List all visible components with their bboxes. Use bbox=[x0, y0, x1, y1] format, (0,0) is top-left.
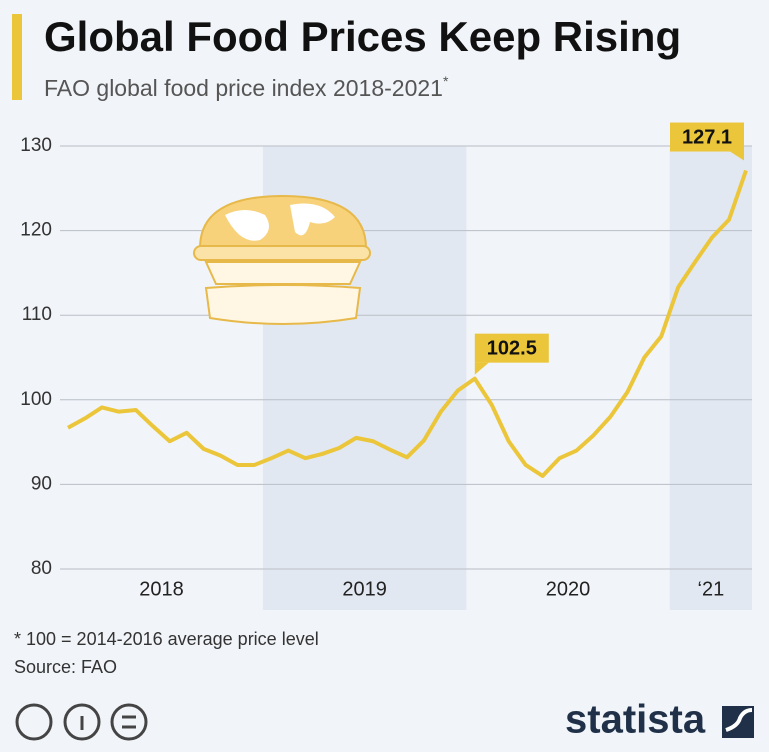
by-icon bbox=[63, 703, 101, 741]
x-tick-label: 2019 bbox=[342, 578, 387, 600]
x-tick-label: ‘21 bbox=[698, 578, 725, 600]
y-tick-label: 100 bbox=[20, 389, 52, 410]
title-bar bbox=[12, 14, 22, 100]
nd-lines bbox=[122, 715, 136, 729]
source: Source: FAO bbox=[14, 657, 117, 677]
x-tick-label: 2020 bbox=[546, 578, 591, 600]
burger-icon bbox=[193, 194, 371, 325]
y-tick-label: 90 bbox=[31, 473, 52, 494]
license-icons bbox=[15, 703, 148, 741]
subtitle-mark: * bbox=[443, 73, 449, 89]
brand-logo-wave bbox=[725, 708, 753, 732]
icon-bun-bottom bbox=[204, 284, 362, 325]
brand: statista bbox=[565, 698, 706, 742]
chart-subtitle: FAO global food price index 2018-2021* bbox=[44, 73, 449, 101]
icon-cheese bbox=[193, 245, 371, 261]
value-label: 127.1 bbox=[682, 126, 732, 148]
y-tick-label: 110 bbox=[22, 304, 52, 325]
y-tick-label: 120 bbox=[20, 220, 52, 241]
subtitle-text: FAO global food price index 2018-2021 bbox=[44, 75, 443, 101]
footnote: * 100 = 2014-2016 average price level bbox=[14, 629, 319, 649]
value-label: 102.5 bbox=[487, 337, 537, 359]
nd-icon bbox=[110, 703, 148, 741]
label-box bbox=[474, 333, 549, 363]
year-band bbox=[669, 146, 752, 610]
x-tick-label: 2018 bbox=[139, 578, 184, 600]
chart-title: Global Food Prices Keep Rising bbox=[44, 13, 681, 60]
icon-continents bbox=[225, 203, 335, 241]
y-tick-label: 80 bbox=[31, 558, 52, 579]
icon-filling bbox=[204, 261, 362, 285]
label-box bbox=[670, 122, 744, 152]
plot: 80 90 100 110 120 130 2018 2019 2020 ‘21 102.5 127.… bbox=[20, 122, 752, 600]
y-tick-label: 130 bbox=[20, 135, 52, 156]
label-pointer bbox=[474, 362, 489, 375]
series-line bbox=[67, 169, 748, 478]
year-bands bbox=[262, 146, 752, 610]
cc-icon bbox=[15, 703, 53, 741]
label-pointer bbox=[730, 151, 744, 161]
